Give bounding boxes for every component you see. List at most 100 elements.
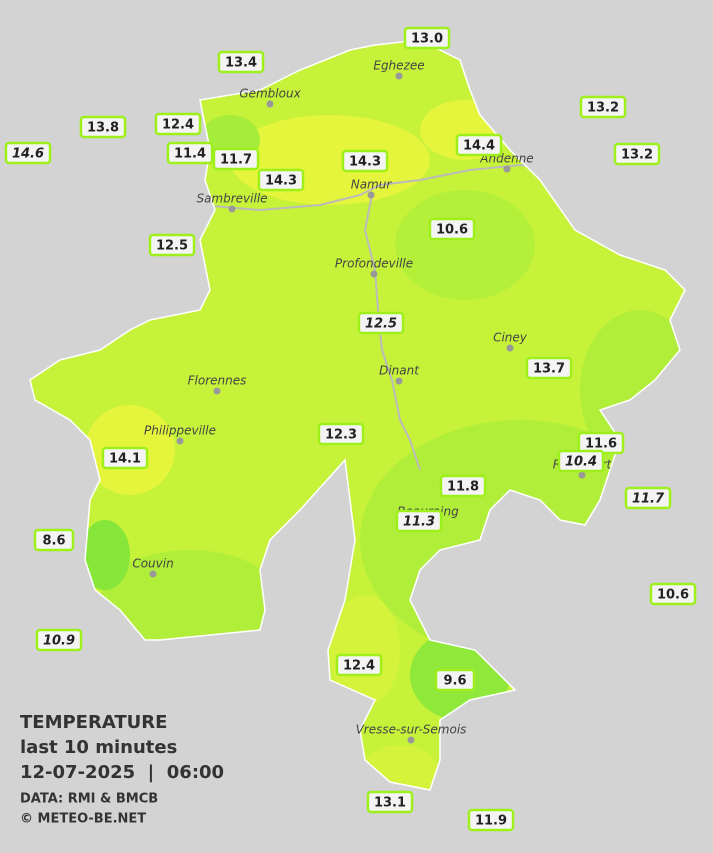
station: 8.6 — [33, 528, 75, 552]
station-box — [357, 311, 405, 335]
subtitle: last 10 minutes — [20, 737, 177, 758]
station: 10.9 — [35, 628, 83, 652]
station-value: 13.2 — [587, 101, 619, 116]
station-value: 11.4 — [174, 147, 206, 162]
stations: 13.0 13.4 13.2 13.8 12.4 14.6 11.4 11.7 14.3 14.4… — [4, 26, 697, 832]
station: 11.4 — [166, 141, 214, 165]
credit: DATA: RMI & BMCB — [20, 792, 158, 807]
station-box — [257, 168, 305, 192]
station-box — [335, 653, 383, 677]
town-label: Namur — [351, 178, 393, 192]
town-dot — [370, 270, 378, 278]
station-box — [4, 141, 52, 165]
zone — [395, 190, 535, 300]
station-value: 11.6 — [585, 437, 617, 452]
town-label: Couvin — [132, 557, 173, 571]
station-value: 13.4 — [225, 56, 257, 71]
station: 11.7 — [212, 147, 260, 171]
town-dot — [228, 205, 236, 213]
station: 14.4 — [455, 133, 503, 157]
station-value: 12.4 — [162, 118, 194, 133]
station-value: 14.4 — [463, 139, 495, 154]
station: 11.6 — [577, 431, 625, 455]
station-box — [525, 356, 573, 380]
station-box — [428, 217, 476, 241]
zone — [360, 745, 440, 790]
station: 14.6 — [4, 141, 52, 165]
station-box — [154, 112, 202, 136]
town-dot — [395, 377, 403, 385]
station-value: 9.6 — [443, 674, 466, 689]
town-dot — [149, 570, 157, 578]
station: 13.8 — [79, 115, 127, 139]
town-label: Sambreville — [196, 192, 267, 206]
station-box — [613, 142, 661, 166]
station: 13.2 — [613, 142, 661, 166]
station: 12.5 — [357, 311, 405, 335]
town-dot — [367, 191, 375, 199]
town-dot — [395, 72, 403, 80]
zone — [330, 595, 400, 705]
station-value: 13.2 — [621, 148, 653, 163]
station: 9.6 — [434, 668, 476, 692]
station-value: 10.6 — [657, 588, 689, 603]
station-value: 10.9 — [43, 634, 75, 649]
station-value: 12.5 — [156, 239, 188, 254]
town-dot — [503, 165, 511, 173]
towns: EghezeeGemblouxAndenneNamurSambrevillePr… — [132, 59, 613, 744]
station: 12.4 — [335, 653, 383, 677]
credit: © METEO-BE.NET — [20, 812, 146, 827]
station-box — [341, 149, 389, 173]
station-box — [148, 233, 196, 257]
station-value: 14.3 — [265, 174, 297, 189]
station-box — [579, 95, 627, 119]
station-value: 14.1 — [109, 452, 141, 467]
station: 10.6 — [649, 582, 697, 606]
town-label: Profondeville — [335, 257, 413, 271]
station-value: 14.6 — [12, 147, 44, 162]
station-value: 11.8 — [447, 480, 479, 495]
station-box — [35, 628, 83, 652]
station: 13.1 — [366, 790, 414, 814]
river — [363, 194, 421, 471]
river — [199, 163, 561, 212]
zone — [100, 550, 280, 650]
station-box — [33, 528, 75, 552]
datetime: 12-07-2025 | 06:00 — [20, 762, 224, 783]
town-label: Florennes — [188, 374, 247, 388]
station-box — [624, 486, 672, 510]
station-box — [649, 582, 697, 606]
town-dot — [213, 387, 221, 395]
station-value: 10.4 — [565, 455, 597, 470]
station: 11.7 — [624, 486, 672, 510]
station-value: 13.7 — [533, 362, 565, 377]
station: 11.3 — [395, 509, 443, 533]
town-dot — [578, 471, 586, 479]
station-box — [439, 474, 487, 498]
town-dot — [407, 736, 415, 744]
station-box — [366, 790, 414, 814]
station-value: 10.6 — [436, 223, 468, 238]
station: 11.8 — [439, 474, 487, 498]
station-box — [455, 133, 503, 157]
station-box — [557, 449, 605, 473]
station: 14.1 — [101, 446, 149, 470]
station: 10.4 — [557, 449, 605, 473]
station-value: 13.1 — [374, 796, 406, 811]
station-box — [403, 26, 451, 50]
station: 13.7 — [525, 356, 573, 380]
town-label: Philippeville — [144, 424, 216, 438]
station-value: 13.0 — [411, 32, 443, 47]
station-box — [101, 446, 149, 470]
town-dot — [266, 100, 274, 108]
station-box — [166, 141, 214, 165]
station-box — [317, 422, 365, 446]
station: 14.3 — [341, 149, 389, 173]
town-dot — [506, 344, 514, 352]
station-value: 12.4 — [343, 659, 375, 674]
station: 12.4 — [154, 112, 202, 136]
station: 13.2 — [579, 95, 627, 119]
station: 12.3 — [317, 422, 365, 446]
station-value: 11.9 — [475, 814, 507, 829]
